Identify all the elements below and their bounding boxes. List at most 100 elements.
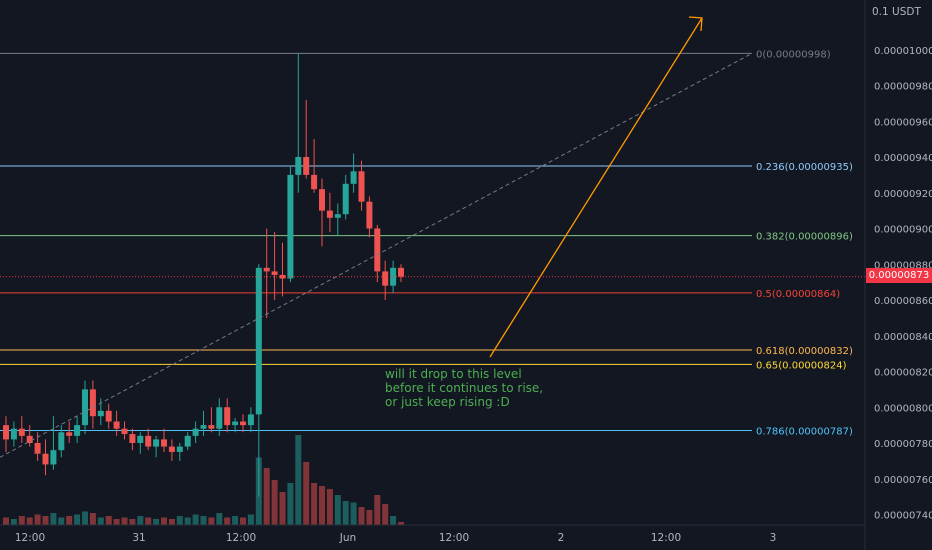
volume-bar <box>161 517 167 525</box>
volume-bar <box>3 517 9 525</box>
candle-body <box>176 446 183 452</box>
volume-bar <box>311 483 318 525</box>
volume-bar <box>350 502 357 525</box>
volume-bar <box>342 501 349 525</box>
volume-bar <box>129 519 136 525</box>
candle-body <box>374 228 381 272</box>
volume-bar <box>82 511 88 525</box>
volume-bar <box>121 517 128 525</box>
candle-body <box>145 435 152 447</box>
time-axis[interactable]: 12:00 31 12:00 Jun 12:00 2 12:00 3 <box>15 532 776 544</box>
candle-body <box>113 421 120 429</box>
candlesticks <box>3 53 404 497</box>
volume-bar <box>50 513 57 525</box>
volume-bar <box>97 517 104 525</box>
volume-bar <box>279 492 286 525</box>
volume-bar <box>10 519 17 525</box>
time-tick: Jun <box>339 532 356 544</box>
candle-body <box>271 271 278 275</box>
volume-bar <box>192 514 199 525</box>
volume-bar <box>326 489 333 525</box>
volume-bar <box>26 517 33 525</box>
annotation-text[interactable]: will it drop to this level before it con… <box>385 367 544 409</box>
forecast-arrow-line[interactable] <box>489 17 703 358</box>
fib-label-2: 0.382(0.00000896) <box>756 232 853 243</box>
candle-body <box>18 428 25 436</box>
volume-bar <box>168 519 175 525</box>
candle-body <box>184 435 191 447</box>
volume-bar <box>287 483 294 525</box>
volume-bar <box>34 514 41 525</box>
candle-body <box>382 271 389 286</box>
candle-body <box>263 267 270 272</box>
candle-body <box>287 174 294 279</box>
candle-body <box>192 428 199 436</box>
volume-bar <box>66 516 73 525</box>
candle-body <box>121 428 128 435</box>
price-tick: 0.00000920 <box>874 189 932 200</box>
price-tick: 0.00000980 <box>874 82 932 93</box>
candle-body <box>50 450 57 465</box>
price-scale[interactable]: 0.00001000 0.00000980 0.00000960 0.00000940… <box>874 46 932 522</box>
dashed-trendline[interactable] <box>0 52 753 458</box>
volume-bar <box>74 514 81 525</box>
volume-bar <box>89 513 96 525</box>
time-tick: 12:00 <box>651 532 681 544</box>
volume-bar <box>18 516 25 525</box>
candle-body <box>10 428 17 440</box>
fib-label-4: 0.618(0.00000832) <box>756 346 853 357</box>
volume-bar <box>58 517 65 525</box>
volume-bar <box>200 516 207 525</box>
volume-bar <box>105 516 112 525</box>
volume-bar <box>295 435 302 525</box>
volume-bar <box>271 480 278 525</box>
volume-bar <box>137 516 144 525</box>
price-tick: 0.00000940 <box>874 153 932 164</box>
unit-label[interactable]: 0.1 USDT <box>872 6 921 18</box>
arrow-head-icon <box>688 16 703 32</box>
price-tick: 0.00000900 <box>874 225 932 236</box>
candle-body <box>74 425 81 436</box>
time-tick: 2 <box>558 532 565 544</box>
fibonacci-retracement[interactable]: 0(0.00000998) 0.236(0.00000935) 0.382(0.00… <box>0 49 853 437</box>
drawings[interactable] <box>0 16 865 458</box>
candle-body <box>255 267 262 415</box>
last-price-tag: 0.00000873 <box>866 268 932 283</box>
candle-body <box>232 421 239 426</box>
volume-bar <box>145 517 152 525</box>
time-tick: 3 <box>770 532 777 544</box>
candle-body <box>350 171 357 184</box>
candle-body <box>342 183 349 215</box>
price-tick: 0.00000740 <box>874 511 932 522</box>
candle-body <box>326 210 333 218</box>
candle-body <box>161 439 167 447</box>
candle-body <box>42 453 49 465</box>
price-tick: 0.00000960 <box>874 117 932 128</box>
price-tick: 0.00000840 <box>874 332 932 343</box>
candle-body <box>295 157 302 175</box>
candle-body <box>153 439 160 447</box>
candle-body <box>224 407 231 426</box>
candle-body <box>34 443 41 454</box>
price-tick: 0.00000820 <box>874 368 932 379</box>
volume-bar <box>263 468 270 525</box>
candle-body <box>137 435 144 443</box>
price-tick: 0.00000800 <box>874 403 932 414</box>
price-tick: 0.00001000 <box>874 46 932 57</box>
candle-body <box>303 157 310 175</box>
volume-bar <box>113 519 120 525</box>
candle-body <box>240 421 246 426</box>
volume-bar <box>208 517 215 525</box>
price-tick: 0.00000880 <box>874 260 932 271</box>
candle-body <box>3 425 9 440</box>
candle-body <box>366 201 373 229</box>
fib-label-5: 0.65(0.00000824) <box>756 360 847 371</box>
candle-body <box>89 389 96 417</box>
candle-body <box>334 214 341 218</box>
volume-bar <box>247 514 254 525</box>
candle-body <box>105 410 112 422</box>
price-tick: 0.00000760 <box>874 475 932 486</box>
volume-bar <box>319 486 325 525</box>
